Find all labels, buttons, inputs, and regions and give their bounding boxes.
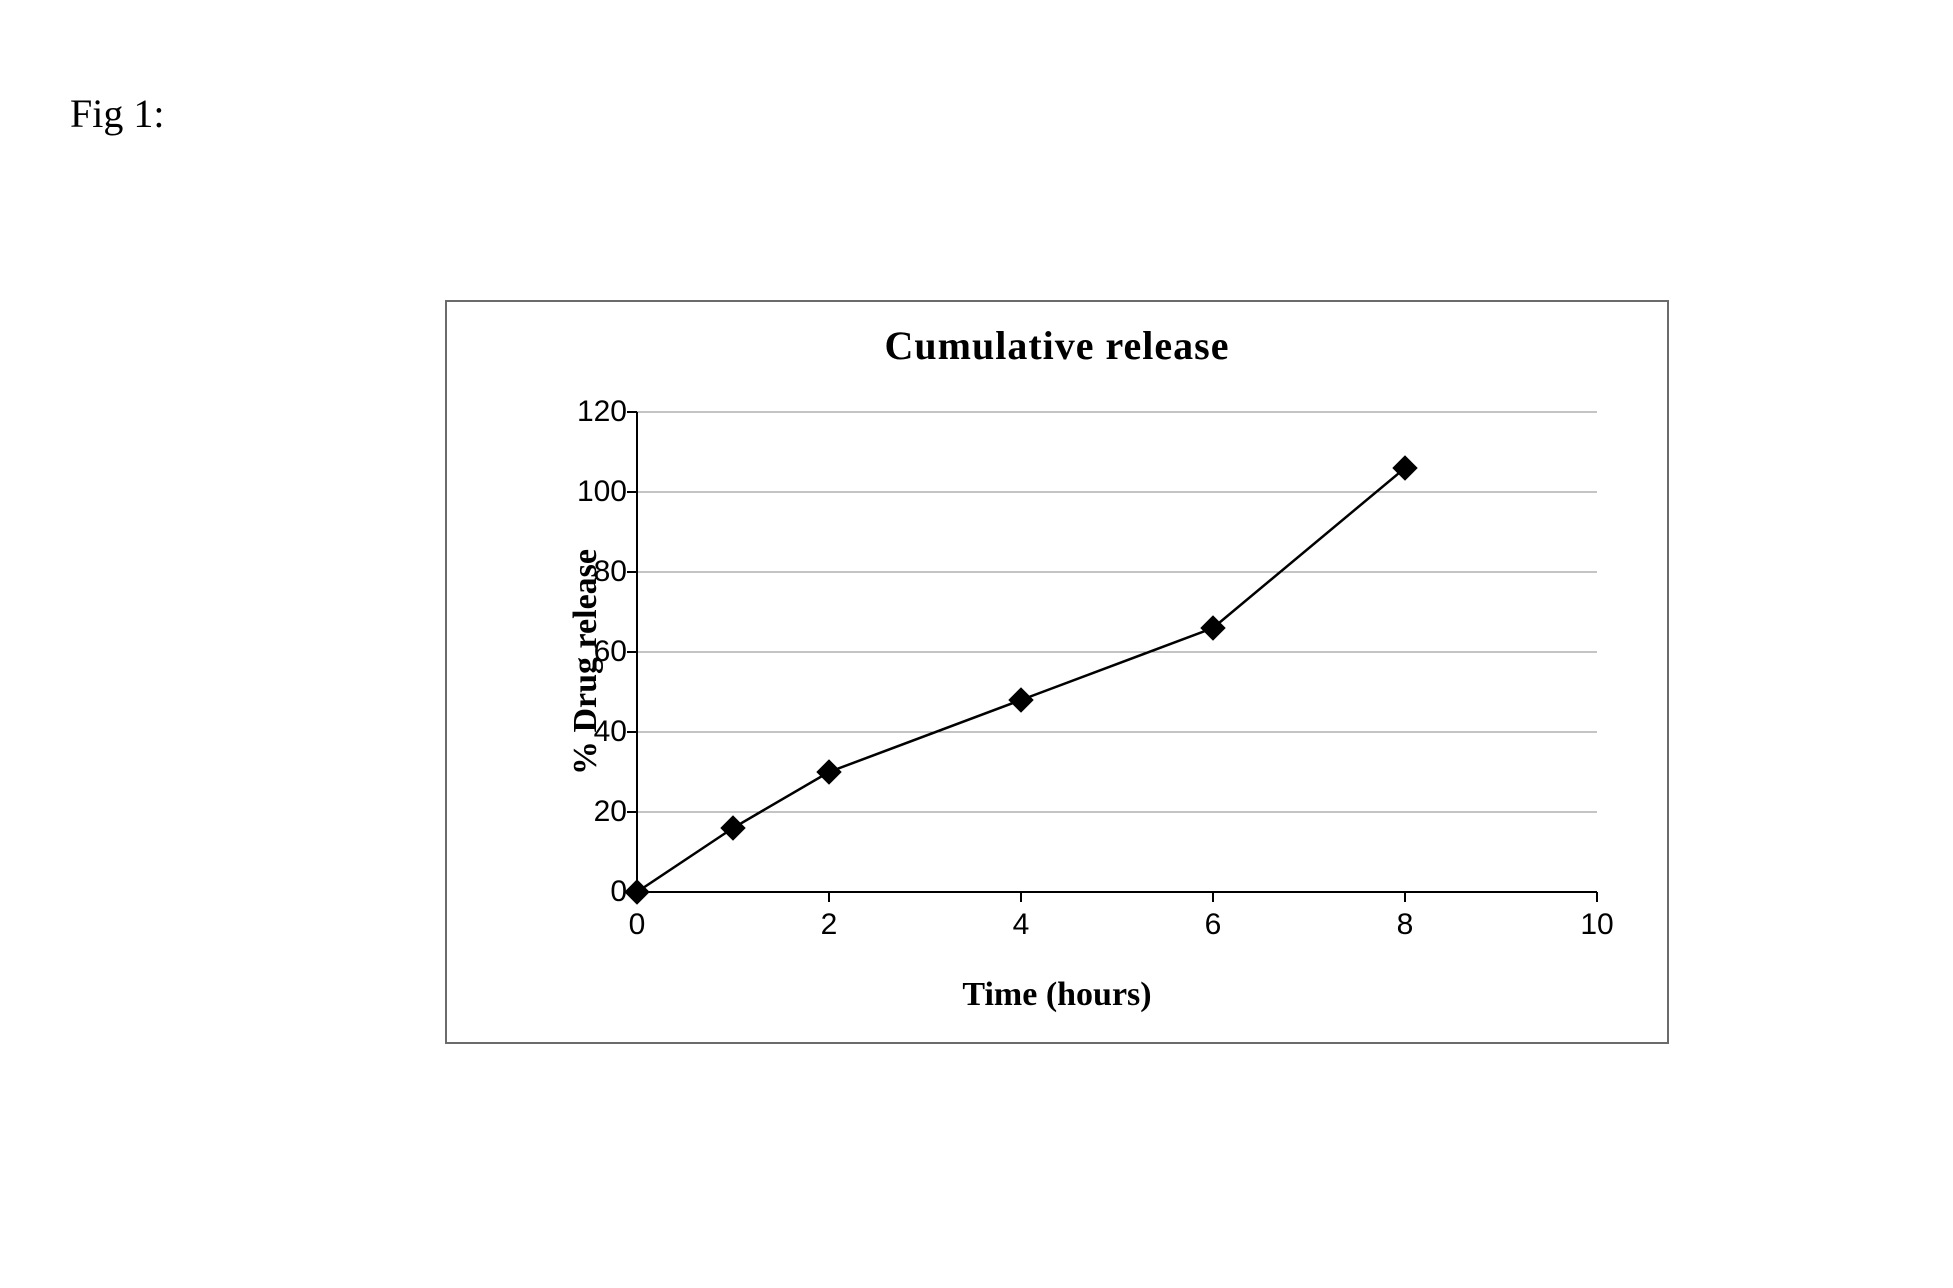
y-tick-label: 100 (557, 475, 627, 509)
chart-title: Cumulative release (447, 322, 1667, 369)
y-tick-label: 120 (557, 395, 627, 429)
plot-area: 0204060801001200246810 (637, 412, 1597, 892)
chart-svg (637, 412, 1597, 892)
x-axis-label: Time (hours) (447, 976, 1667, 1014)
y-tick-label: 40 (557, 715, 627, 749)
x-tick-label: 8 (1375, 908, 1435, 942)
figure-label: Fig 1: (70, 90, 164, 137)
y-tick-label: 80 (557, 555, 627, 589)
y-tick-label: 60 (557, 635, 627, 669)
x-tick-label: 6 (1183, 908, 1243, 942)
x-tick-label: 4 (991, 908, 1051, 942)
chart-card: Cumulative release % Drug release Time (… (445, 300, 1669, 1044)
x-tick-label: 10 (1567, 908, 1627, 942)
y-tick-label: 0 (557, 875, 627, 909)
x-tick-label: 0 (607, 908, 667, 942)
page: Fig 1: Cumulative release % Drug release… (0, 0, 1953, 1288)
y-tick-label: 20 (557, 795, 627, 829)
x-tick-label: 2 (799, 908, 859, 942)
